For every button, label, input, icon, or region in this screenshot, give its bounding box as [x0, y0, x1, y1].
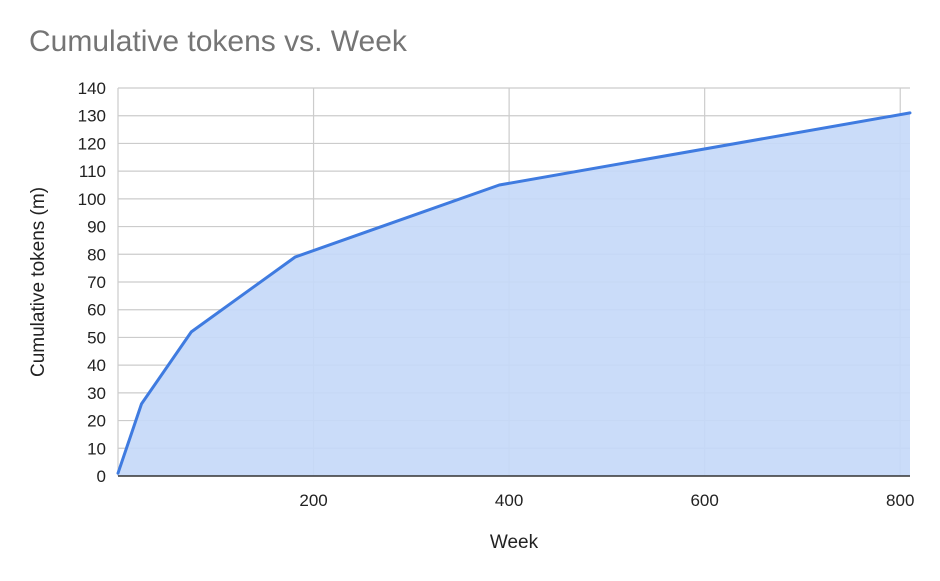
y-tick-label: 130: [78, 107, 106, 126]
y-tick-label: 100: [78, 190, 106, 209]
y-tick-label: 60: [87, 301, 106, 320]
y-ticks: 0 10 20 30 40 50 60 70 80 90 100 110 120 130 140: [78, 79, 106, 486]
y-tick-label: 140: [78, 79, 106, 98]
x-tick-label: 200: [299, 491, 327, 510]
x-axis-label: Week: [490, 532, 539, 553]
area-fill: [118, 112, 910, 477]
x-tick-label: 600: [690, 491, 718, 510]
y-tick-label: 10: [87, 439, 106, 458]
y-tick-label: 50: [87, 328, 106, 347]
y-tick-label: 70: [87, 273, 106, 292]
y-tick-label: 120: [78, 134, 106, 153]
y-tick-label: 30: [87, 384, 106, 403]
chart-title: Cumulative tokens vs. Week: [29, 25, 407, 58]
y-tick-label: 40: [87, 356, 106, 375]
x-tick-label: 400: [495, 491, 523, 510]
y-tick-label: 20: [87, 412, 106, 431]
x-ticks: 200 400 600 800: [299, 491, 914, 510]
x-tick-label: 800: [886, 491, 914, 510]
series-line: [116, 111, 912, 475]
y-tick-label: 90: [87, 218, 106, 237]
y-tick-label: 0: [97, 467, 106, 486]
y-axis-label: Cumulative tokens (m): [28, 187, 49, 377]
y-tick-label: 80: [87, 245, 106, 264]
y-tick-label: 110: [79, 162, 106, 181]
